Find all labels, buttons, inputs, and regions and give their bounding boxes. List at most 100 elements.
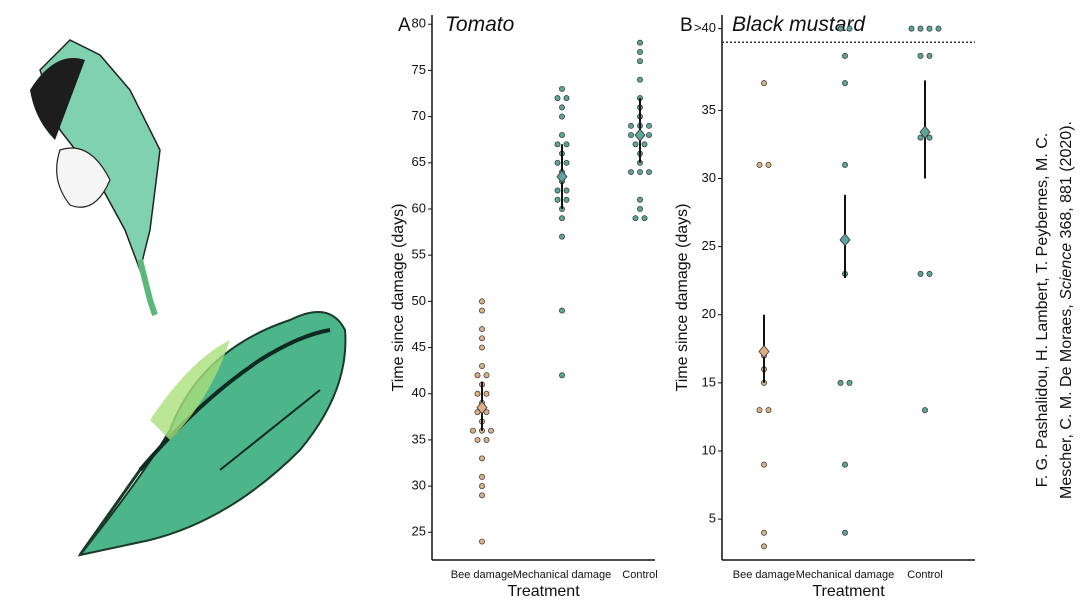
- data-point: [563, 95, 570, 102]
- data-point: [842, 80, 848, 87]
- data-point: [470, 427, 476, 434]
- data-point: [479, 326, 485, 333]
- data-point: [632, 215, 639, 222]
- data-point: [479, 538, 485, 545]
- data-point: [559, 132, 565, 139]
- data-point: [554, 196, 561, 203]
- data-point: [761, 80, 767, 87]
- data-point: [628, 169, 634, 175]
- data-point: [637, 169, 643, 175]
- data-point: [479, 344, 485, 351]
- y-tick-label: 30: [412, 478, 426, 493]
- mean-marker: [634, 128, 646, 142]
- mean-marker: [919, 125, 931, 139]
- data-point: [761, 529, 767, 536]
- data-point: [926, 270, 933, 277]
- y-tick-label: 5: [709, 511, 716, 526]
- data-point: [926, 25, 933, 32]
- data-point: [563, 141, 570, 148]
- data-point: [479, 335, 485, 342]
- data-point: [554, 159, 561, 166]
- data-point: [765, 407, 772, 414]
- data-point: [474, 372, 481, 379]
- data-point: [628, 132, 634, 139]
- data-point: [479, 307, 485, 314]
- data-point: [917, 52, 924, 59]
- data-point: [756, 407, 763, 414]
- data-point: [926, 134, 933, 141]
- data-point: [641, 215, 648, 222]
- data-point: [483, 436, 490, 443]
- data-point: [765, 161, 772, 168]
- y-tick-label: 80: [412, 16, 426, 31]
- data-point: [842, 461, 848, 468]
- data-point: [908, 25, 915, 32]
- data-point: [935, 25, 942, 32]
- data-point: [559, 104, 565, 111]
- data-point: [637, 206, 643, 212]
- y-tick-label: 45: [412, 339, 426, 354]
- data-point: [761, 461, 767, 468]
- data-point: [483, 409, 490, 416]
- y-tick-label: 70: [412, 108, 426, 123]
- data-point: [637, 196, 643, 203]
- data-point: [842, 529, 848, 536]
- data-point: [837, 25, 844, 32]
- caption-line: F. G. Pashalidou, H. Lambert, T. Peybern…: [1034, 133, 1051, 488]
- mean-marker: [839, 233, 851, 247]
- panel-label: B: [680, 15, 693, 36]
- data-point: [637, 58, 643, 65]
- data-point: [632, 141, 639, 148]
- x-tick-label: Bee damage: [733, 569, 795, 581]
- data-point: [637, 76, 643, 83]
- data-point: [926, 52, 933, 59]
- y-tick-label: 15: [702, 374, 716, 389]
- y-axis-label: Time since damage (days): [390, 204, 407, 392]
- y-tick-label: 30: [702, 170, 716, 185]
- data-point: [559, 85, 565, 92]
- y-axis-label: Time since damage (days): [674, 204, 691, 392]
- data-point: [917, 270, 924, 277]
- y-tick-label: 65: [412, 154, 426, 169]
- caption-part: Mescher, C. M. De Moraes,: [1058, 300, 1075, 499]
- data-point: [846, 25, 853, 32]
- chart-title: Tomato: [445, 13, 515, 36]
- data-point: [559, 307, 565, 314]
- data-point: [917, 134, 924, 141]
- data-point: [479, 492, 485, 499]
- data-point: [479, 455, 485, 462]
- data-point: [761, 543, 767, 550]
- data-point: [646, 122, 652, 129]
- data-point: [563, 159, 570, 166]
- data-point: [563, 196, 570, 203]
- data-point: [559, 215, 565, 222]
- data-point: [917, 25, 924, 32]
- y-tick-label: 75: [412, 62, 426, 77]
- data-point: [554, 141, 561, 148]
- y-tick-label: 40: [412, 385, 426, 400]
- data-point: [559, 372, 565, 379]
- data-point: [646, 169, 652, 175]
- data-point: [637, 39, 643, 46]
- illustration: [30, 39, 347, 557]
- x-axis-label: Treatment: [507, 583, 580, 600]
- data-point: [637, 48, 643, 55]
- data-point: [628, 122, 634, 129]
- data-point: [488, 427, 494, 434]
- data-point: [474, 436, 481, 443]
- x-axis-label: Treatment: [812, 583, 885, 600]
- data-point: [837, 379, 844, 386]
- data-point: [479, 473, 485, 480]
- caption-part: 368, 881 (2020).: [1058, 121, 1075, 243]
- data-point: [479, 298, 485, 305]
- data-point: [641, 141, 648, 148]
- data-point: [483, 390, 490, 397]
- mean-marker: [476, 400, 488, 415]
- y-tick-label: 10: [702, 442, 716, 457]
- panel-label: A: [398, 15, 411, 36]
- y-tick-label: 55: [412, 247, 426, 262]
- chart-title: Black mustard: [732, 13, 866, 36]
- data-point: [563, 187, 570, 194]
- data-point: [554, 187, 561, 194]
